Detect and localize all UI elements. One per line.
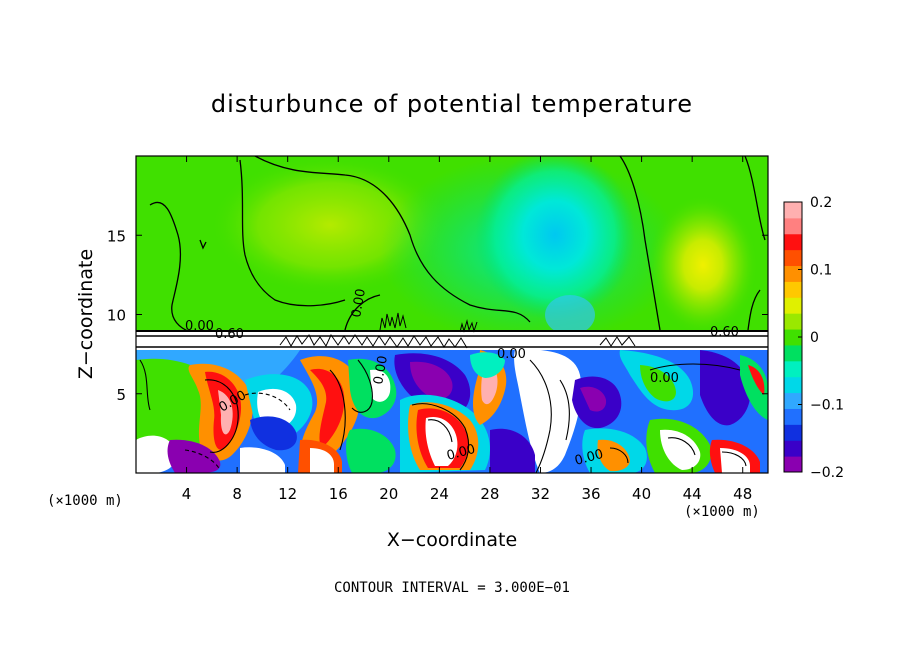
yellow-region-right: [648, 195, 758, 335]
colorbar-segment: [784, 265, 802, 282]
x-tick-label: 24: [430, 485, 449, 503]
lower-contours: [139, 359, 747, 473]
x-unit-left: (×1000 m): [47, 493, 123, 509]
colorbar-segment: [784, 456, 802, 473]
colorbar-segment: [784, 233, 802, 251]
contour-label: 0.60: [215, 327, 244, 342]
colorbar-tick-label: −0.1: [810, 398, 844, 414]
plot-area: 0.00 0.60 0.60 0.00 0.00 0.00 0.00 0.00 …: [136, 156, 768, 473]
colorbar-tick-label: −0.2: [810, 465, 844, 481]
contour-label: 0.00: [185, 319, 214, 334]
colorbar-segment: [784, 408, 802, 425]
x-tick-label: 12: [278, 485, 297, 503]
x-unit-right: (×1000 m): [684, 504, 760, 520]
contour-label: 0.00: [445, 442, 477, 464]
colorbar-segment: [784, 217, 802, 235]
colorbar-segment: [784, 344, 802, 362]
y-tick-label: 10: [107, 307, 126, 325]
y-tick-label: 15: [107, 227, 126, 245]
cyan-plume: [545, 295, 595, 335]
contour-label: 0.00: [349, 288, 369, 319]
y-axis-ticks: 5 10 15: [107, 227, 768, 404]
colorbar-segment: [784, 249, 802, 267]
y-axis-label: Z−coordinate: [75, 249, 97, 379]
interface-lines: [136, 312, 768, 349]
x-tick-label: 36: [581, 485, 600, 503]
colorbar: 0.2 0.1 0 −0.1 −0.2: [783, 195, 844, 481]
colorbar-segment: [784, 392, 802, 409]
colorbar-segment: [784, 376, 802, 394]
chart-title: disturbunce of potential temperature: [211, 90, 693, 118]
contour-label: 0.00: [371, 355, 391, 386]
x-tick-label: 20: [379, 485, 398, 503]
colorbar-segment: [784, 440, 802, 457]
contour-label: 0.60: [710, 325, 739, 340]
colorbar-tick-label: 0.1: [810, 263, 832, 279]
x-axis-ticks: 4 8 12 16 20 24 28 32 36 40 44 48: [182, 156, 752, 503]
upper-contours: [149, 156, 766, 333]
contour-label: 0.00: [497, 347, 526, 362]
colorbar-segment: [784, 329, 802, 346]
x-tick-label: 44: [683, 485, 702, 503]
x-tick-label: 40: [632, 485, 651, 503]
contour-interval-note: CONTOUR INTERVAL = 3.000E−01: [334, 580, 570, 596]
lower-field-patches: [136, 349, 768, 473]
x-tick-label: 32: [531, 485, 550, 503]
x-tick-label: 4: [182, 485, 192, 503]
colorbar-segment: [784, 202, 802, 219]
contour-label: 0.00: [573, 447, 605, 469]
colorbar-tick-label: 0: [810, 330, 819, 346]
x-tick-label: 8: [232, 485, 242, 503]
colorbar-segment: [784, 424, 802, 441]
colorbar-tick-label: 0.2: [810, 195, 832, 211]
x-tick-label: 48: [733, 485, 752, 503]
y-tick-label: 5: [116, 386, 126, 404]
contour-label: 0.00: [650, 371, 679, 386]
colorbar-segment: [784, 281, 802, 298]
x-axis-label: X−coordinate: [387, 529, 517, 551]
colorbar-segment: [784, 313, 802, 330]
x-tick-label: 28: [480, 485, 499, 503]
colorbar-segment: [784, 297, 802, 314]
x-tick-label: 16: [329, 485, 348, 503]
colorbar-segment: [784, 360, 802, 378]
cyan-region: [475, 156, 635, 320]
contour-labels: 0.00 0.60 0.60 0.00 0.00 0.00 0.00 0.00 …: [185, 288, 739, 469]
